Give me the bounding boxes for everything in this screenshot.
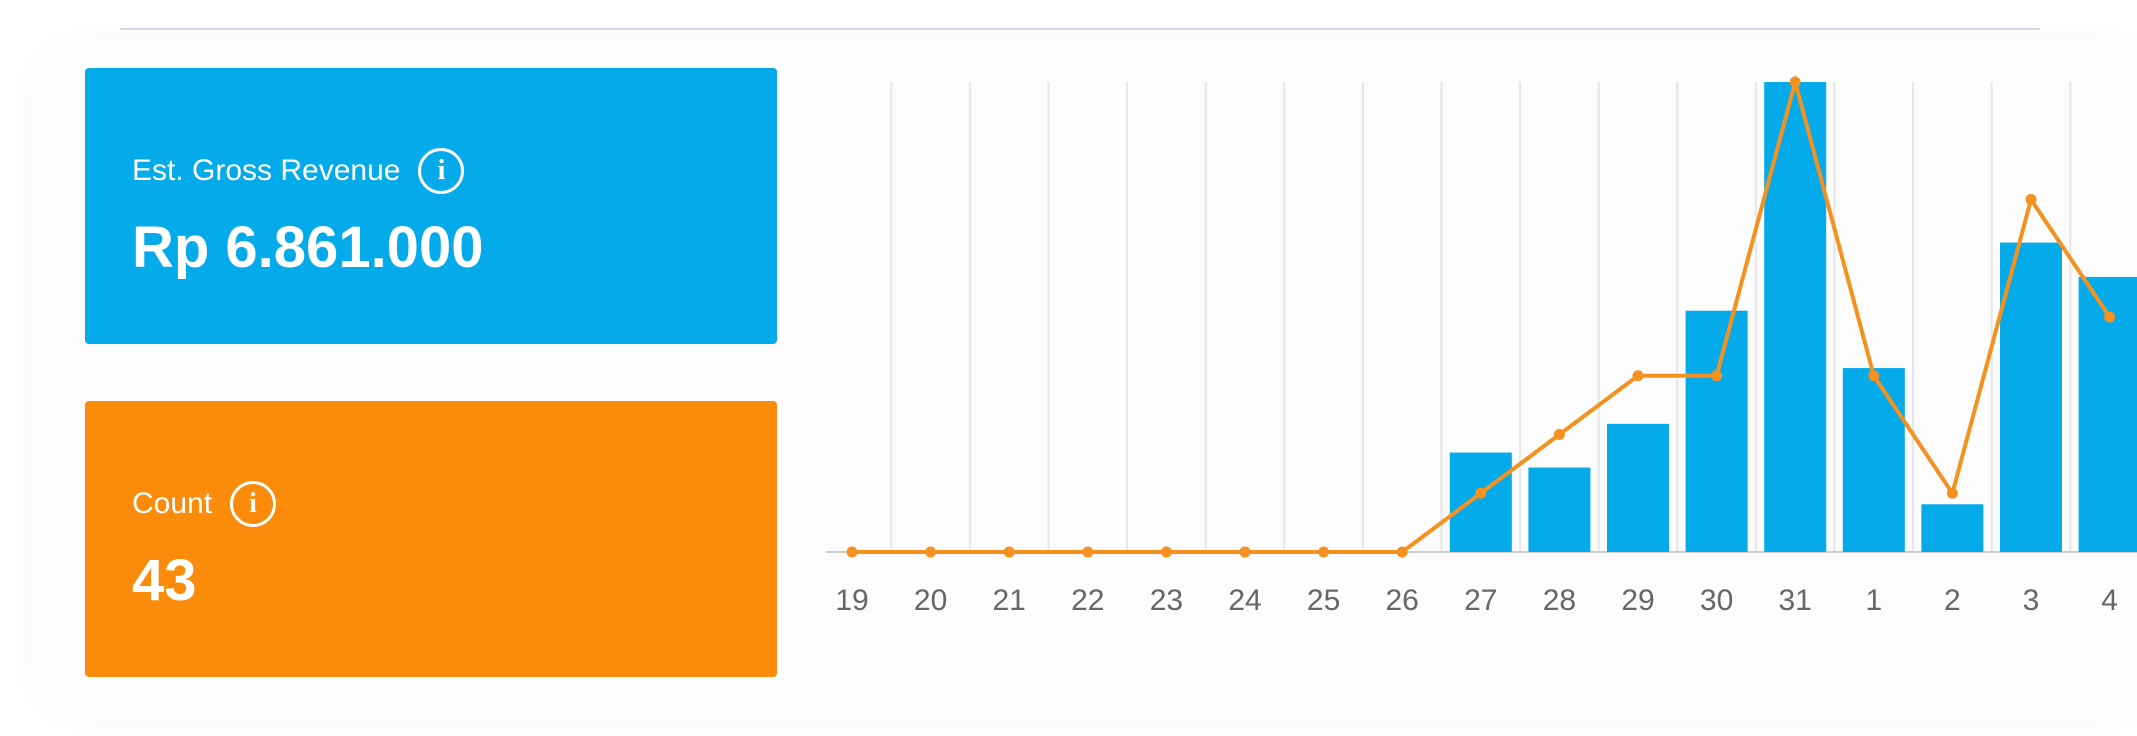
x-tick-label: 29 [1621,584,1654,617]
x-tick-label: 24 [1228,584,1261,617]
line-point [1789,76,1801,88]
x-tick-label: 21 [993,584,1026,617]
x-tick-label: 4 [2101,584,2118,617]
x-tick-label: 27 [1464,584,1497,617]
bar [1607,423,1669,552]
line-point [1475,487,1487,499]
x-tick-label: 28 [1543,584,1576,617]
line-point [1082,546,1094,558]
card-label: Count [132,487,213,520]
line-point [1003,546,1015,558]
card-label: Est. Gross Revenue [132,154,401,187]
bar [1685,310,1748,552]
x-tick-label: 25 [1307,584,1340,617]
line-point [1946,487,1958,499]
info-icon[interactable]: i [230,481,277,527]
card-value: Rp 6.861.000 [132,215,484,280]
line-point [1160,546,1172,558]
line-point [1553,429,1565,440]
x-tick-label: 20 [914,584,947,617]
line-point [1396,546,1408,558]
bar [2000,242,2062,552]
line-point [1632,370,1644,382]
line-point [2104,311,2116,323]
card-label-row: Est. Gross Revenue i [132,148,465,194]
count-card: Count i 43 [85,401,777,677]
x-tick-label: 23 [1150,584,1183,617]
card-label-row: Count i [132,481,277,527]
bar [1764,82,1827,552]
x-tick-label: 2 [1944,584,1961,617]
x-tick-label: 26 [1386,584,1419,617]
card-value: 43 [132,548,197,613]
bar [1528,467,1591,552]
line-point [1239,546,1251,558]
x-tick-label: 30 [1700,584,1733,617]
bar [2078,276,2137,552]
x-tick-label: 19 [835,584,868,617]
bar [1921,504,1984,552]
line-point [2025,194,2037,205]
x-tick-label: 31 [1779,584,1812,617]
line-point [1711,370,1723,382]
x-tick-label: 22 [1071,584,1104,617]
divider [120,28,2040,30]
line-point [1868,370,1880,382]
revenue-card: Est. Gross Revenue i Rp 6.861.000 [85,68,777,344]
x-tick-label: 1 [1865,584,1882,617]
info-icon[interactable]: i [418,148,465,194]
line-point [1318,546,1330,558]
x-tick-label: 3 [2023,584,2040,617]
bar [1449,452,1512,552]
line-point [925,546,937,558]
bar [1842,368,1905,552]
line-point [846,546,858,558]
